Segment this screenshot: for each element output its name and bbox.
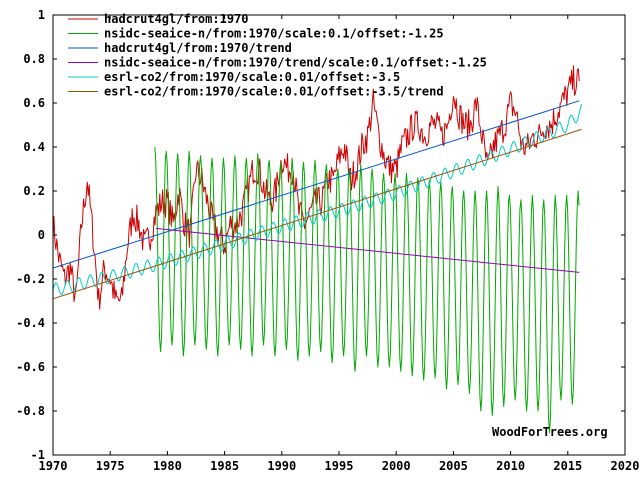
series-hadcrut4gl-from-1970-trend bbox=[53, 100, 580, 269]
x-tick-label: 1975 bbox=[96, 459, 125, 473]
x-tick-label: 1970 bbox=[39, 459, 68, 473]
legend-label: nsidc-seaice-n/from:1970/scale:0.1/offse… bbox=[104, 27, 444, 41]
x-tick-label: 1980 bbox=[153, 459, 182, 473]
legend-label: hadcrut4gl/from:1970/trend bbox=[104, 41, 292, 55]
y-tick-label: -0.2 bbox=[16, 272, 45, 286]
legend-label: hadcrut4gl/from:1970 bbox=[104, 12, 249, 26]
y-tick-label: 0 bbox=[38, 228, 45, 242]
y-tick-label: -0.4 bbox=[16, 316, 45, 330]
series-group bbox=[53, 65, 583, 434]
x-tick-label: 1985 bbox=[210, 459, 239, 473]
plot-area bbox=[53, 65, 583, 434]
y-tick-label: -0.6 bbox=[16, 360, 45, 374]
series-esrl-co2-from-1970-scale-0-01-offset-3-5-trend bbox=[53, 128, 582, 300]
series-nsidc-seaice-n-from-1970-scale-0-1-offset-1-25 bbox=[154, 146, 580, 434]
y-tick-label: 0.2 bbox=[23, 184, 45, 198]
x-tick-label: 1990 bbox=[267, 459, 296, 473]
y-tick-label: 0.4 bbox=[23, 140, 45, 154]
x-tick-label: 1995 bbox=[325, 459, 354, 473]
series-hadcrut4gl-from-1970 bbox=[53, 65, 580, 310]
y-tick-label: -1 bbox=[31, 448, 45, 462]
legend-label: esrl-co2/from:1970/scale:0.01/offset:-3.… bbox=[104, 70, 400, 84]
x-tick-label: 2000 bbox=[382, 459, 411, 473]
x-tick-label: 2005 bbox=[439, 459, 468, 473]
legend-label: esrl-co2/from:1970/scale:0.01/offset:-3.… bbox=[104, 85, 444, 99]
y-tick-label: -0.8 bbox=[16, 404, 45, 418]
y-tick-label: 0.6 bbox=[23, 96, 45, 110]
x-tick-label: 2020 bbox=[611, 459, 640, 473]
series-nsidc-seaice-n-from-1970-trend-scale-0-1-offset-1-25 bbox=[155, 227, 580, 273]
x-tick-label: 2010 bbox=[496, 459, 525, 473]
x-tick-label: 2015 bbox=[553, 459, 582, 473]
y-tick-label: 0.8 bbox=[23, 52, 45, 66]
legend: hadcrut4gl/from:1970nsidc-seaice-n/from:… bbox=[68, 12, 487, 99]
legend-label: nsidc-seaice-n/from:1970/trend/scale:0.1… bbox=[104, 56, 487, 70]
watermark-text: WoodForTrees.org bbox=[492, 425, 608, 439]
y-tick-label: 1 bbox=[38, 8, 45, 22]
